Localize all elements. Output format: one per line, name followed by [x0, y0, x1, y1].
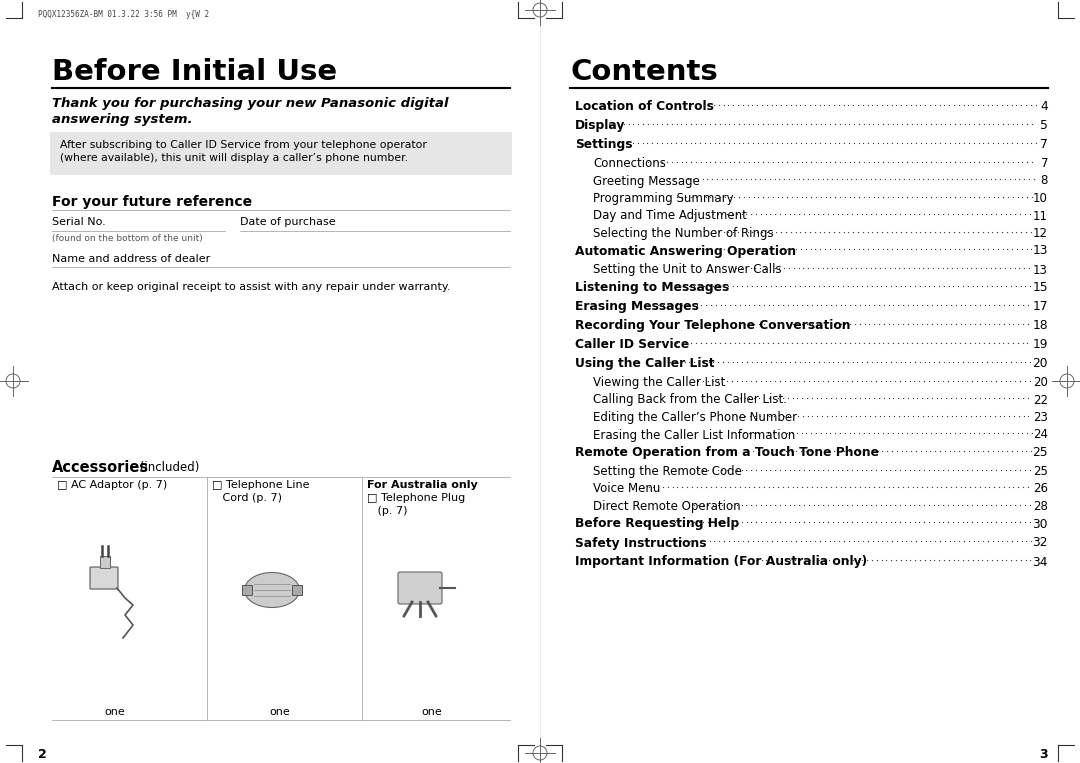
Text: Attach or keep original receipt to assist with any repair under warranty.: Attach or keep original receipt to assis…	[52, 282, 450, 292]
Text: Using the Caller List: Using the Caller List	[575, 357, 715, 370]
Text: Greeting Message: Greeting Message	[593, 175, 700, 188]
Text: 4: 4	[1040, 100, 1048, 113]
Text: 32: 32	[1032, 536, 1048, 549]
Bar	[242, 585, 252, 595]
Text: one: one	[105, 707, 125, 717]
Text: 25: 25	[1034, 465, 1048, 478]
Text: Listening to Messages: Listening to Messages	[575, 281, 729, 294]
Text: 18: 18	[1032, 319, 1048, 332]
Text: 20: 20	[1034, 376, 1048, 389]
Text: Accessories: Accessories	[52, 460, 149, 475]
Text: Thank you for purchasing your new Panasonic digital: Thank you for purchasing your new Panaso…	[52, 97, 448, 110]
FancyBboxPatch shape	[90, 567, 118, 589]
Text: Erasing Messages: Erasing Messages	[575, 300, 699, 313]
Text: (included): (included)	[136, 461, 200, 474]
Text: 19: 19	[1032, 338, 1048, 351]
Text: 30: 30	[1032, 517, 1048, 530]
Text: (p. 7): (p. 7)	[367, 506, 407, 516]
Text: 10: 10	[1034, 192, 1048, 205]
Bar	[292, 585, 302, 595]
Text: Caller ID Service: Caller ID Service	[575, 338, 689, 351]
Text: Programming Summary: Programming Summary	[593, 192, 733, 205]
Text: 7: 7	[1040, 138, 1048, 151]
Text: 22: 22	[1032, 394, 1048, 407]
Text: 3: 3	[1039, 748, 1048, 761]
Text: Important Information (For Australia only): Important Information (For Australia onl…	[575, 555, 867, 568]
Text: 13: 13	[1032, 244, 1048, 257]
Text: Contents: Contents	[570, 58, 718, 86]
Text: After subscribing to Caller ID Service from your telephone operator: After subscribing to Caller ID Service f…	[60, 140, 427, 150]
Text: Selecting the Number of Rings: Selecting the Number of Rings	[593, 227, 773, 240]
Text: Serial No.: Serial No.	[52, 217, 106, 227]
Text: answering system.: answering system.	[52, 113, 192, 126]
Ellipse shape	[244, 572, 299, 607]
Text: Setting the Unit to Answer Calls: Setting the Unit to Answer Calls	[593, 263, 782, 276]
Text: 7: 7	[1040, 157, 1048, 170]
Text: one: one	[421, 707, 443, 717]
FancyBboxPatch shape	[50, 132, 512, 175]
Text: For your future reference: For your future reference	[52, 195, 252, 209]
Text: one: one	[270, 707, 291, 717]
Text: Connections: Connections	[593, 157, 666, 170]
Text: Safety Instructions: Safety Instructions	[575, 536, 706, 549]
Text: Erasing the Caller List Information: Erasing the Caller List Information	[593, 429, 795, 442]
Text: 12: 12	[1032, 227, 1048, 240]
Text: □ AC Adaptor (p. 7): □ AC Adaptor (p. 7)	[57, 480, 167, 490]
Text: □ Telephone Line: □ Telephone Line	[212, 480, 310, 490]
Text: Direct Remote Operation: Direct Remote Operation	[593, 500, 741, 513]
Text: 5: 5	[1040, 119, 1048, 132]
Text: 13: 13	[1034, 263, 1048, 276]
Text: Cord (p. 7): Cord (p. 7)	[212, 493, 282, 503]
Text: PQQX12356ZA-BM 01.3.22 3:56 PM  y{W 2: PQQX12356ZA-BM 01.3.22 3:56 PM y{W 2	[38, 10, 210, 19]
Text: Recording Your Telephone Conversation: Recording Your Telephone Conversation	[575, 319, 851, 332]
Text: Day and Time Adjustment: Day and Time Adjustment	[593, 210, 747, 223]
Text: 26: 26	[1032, 482, 1048, 495]
Text: Location of Controls: Location of Controls	[575, 100, 714, 113]
Text: 24: 24	[1032, 429, 1048, 442]
Text: 25: 25	[1032, 446, 1048, 459]
Text: 8: 8	[1041, 175, 1048, 188]
Text: Remote Operation from a Touch Tone Phone: Remote Operation from a Touch Tone Phone	[575, 446, 879, 459]
Text: 23: 23	[1034, 411, 1048, 424]
Text: □ Telephone Plug: □ Telephone Plug	[367, 493, 465, 503]
Text: 2: 2	[38, 748, 46, 761]
Text: For Australia only: For Australia only	[367, 480, 477, 490]
Text: Date of purchase: Date of purchase	[240, 217, 336, 227]
Text: Display: Display	[575, 119, 625, 132]
Text: Automatic Answering Operation: Automatic Answering Operation	[575, 244, 796, 257]
Text: Viewing the Caller List: Viewing the Caller List	[593, 376, 726, 389]
Text: Name and address of dealer: Name and address of dealer	[52, 254, 211, 264]
Text: Setting the Remote Code: Setting the Remote Code	[593, 465, 742, 478]
Text: Before Requesting Help: Before Requesting Help	[575, 517, 739, 530]
Text: (found on the bottom of the unit): (found on the bottom of the unit)	[52, 234, 203, 243]
Bar	[100, 556, 110, 568]
Text: 11: 11	[1032, 210, 1048, 223]
Text: 17: 17	[1032, 300, 1048, 313]
FancyBboxPatch shape	[399, 572, 442, 604]
Text: Settings: Settings	[575, 138, 633, 151]
Text: (where available), this unit will display a caller’s phone number.: (where available), this unit will displa…	[60, 153, 408, 163]
Text: 20: 20	[1032, 357, 1048, 370]
Text: 34: 34	[1032, 555, 1048, 568]
Text: Before Initial Use: Before Initial Use	[52, 58, 337, 86]
Text: 28: 28	[1034, 500, 1048, 513]
Text: Calling Back from the Caller List.: Calling Back from the Caller List.	[593, 394, 787, 407]
Text: Editing the Caller’s Phone Number: Editing the Caller’s Phone Number	[593, 411, 797, 424]
Text: Voice Menu: Voice Menu	[593, 482, 660, 495]
Text: 15: 15	[1032, 281, 1048, 294]
